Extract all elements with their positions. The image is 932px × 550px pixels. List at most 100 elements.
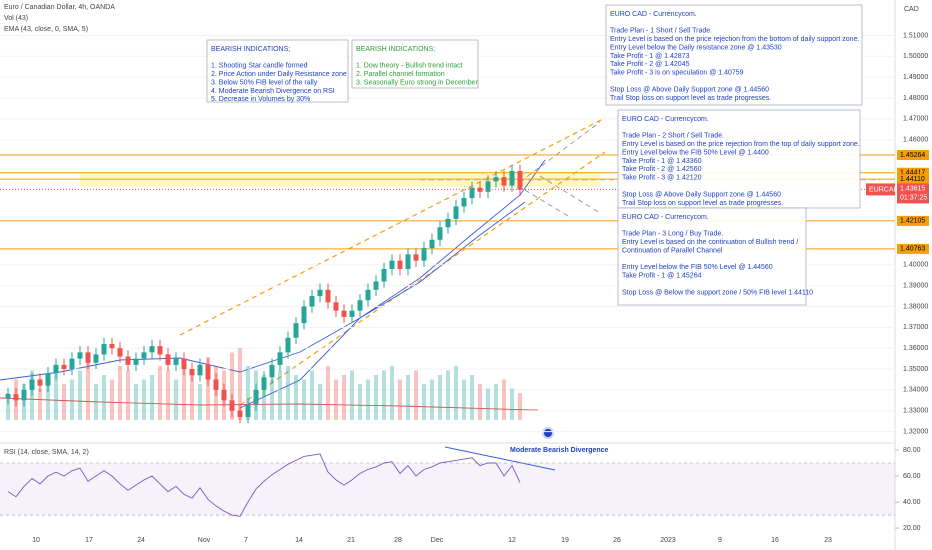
volume-bar (438, 375, 442, 420)
volume-bar (414, 370, 418, 420)
volume-bar (262, 375, 266, 420)
x-tick-label: Nov (198, 537, 211, 544)
candle-body (389, 260, 395, 269)
level-label: 1.40763 (900, 246, 925, 253)
x-tick-label: 7 (244, 537, 248, 544)
volume-bar (126, 370, 130, 420)
price-tag (897, 183, 929, 204)
volume-bar (486, 388, 490, 420)
candle-body (101, 344, 107, 355)
volume-bar (38, 388, 42, 420)
annotation-line: Trail Stop loss on support level as trad… (610, 95, 771, 102)
x-tick-label: 12 (508, 537, 516, 544)
x-tick-label: Dec (431, 537, 444, 544)
volume-bar (238, 348, 242, 420)
annotation-line: Take Profit - 1 @ 1.43360 (622, 158, 702, 165)
x-tick-label: 26 (613, 537, 621, 544)
volume-bar (198, 384, 202, 420)
annotation-line: Entry Level below the FIB 50% Level @ 1.… (622, 264, 773, 271)
annotation-line: Stop Loss @ Below the support zone / 50%… (622, 289, 813, 296)
candle-body (181, 358, 187, 370)
candle-body (325, 289, 331, 303)
y-tick-label: 1.39000 (903, 282, 928, 289)
candle-body (53, 364, 59, 374)
y-tick-label: 1.48000 (903, 95, 928, 102)
candle-body (45, 373, 51, 386)
volume-bar (206, 357, 210, 420)
y-tick-label: 1.40000 (903, 262, 928, 269)
y-tick-label: 1.37000 (903, 324, 928, 331)
candle-body (229, 400, 235, 411)
volume-bar (382, 370, 386, 420)
x-tick-label: 16 (771, 537, 779, 544)
y-tick-label: 1.47000 (903, 116, 928, 123)
event-icon[interactable] (542, 427, 554, 439)
candle-body (309, 296, 315, 307)
volume-bar (62, 384, 66, 420)
annotation-title: BEARISH INDICATIONS; (211, 46, 290, 53)
candle-body (397, 260, 403, 269)
annotation-title: BEARISH INDICATIONS; (356, 46, 435, 53)
annotation-line: Take Profit - 1 @ 1.42873 (610, 53, 690, 60)
candle-body (221, 389, 227, 401)
annotation-line: 5. Decrease in Volumes by 30% (211, 96, 310, 103)
projection (539, 175, 601, 214)
volume-bar (358, 384, 362, 420)
candle-body (125, 356, 131, 365)
annotation-line: Stop Loss @ Above Daily Support zone @ 1… (610, 86, 769, 93)
indicator-label: EMA (43, close, 0, SMA, 5) (4, 26, 88, 33)
candle-body (493, 177, 499, 182)
annotation-line: Take Profit - 1 @ 1.45264 (622, 273, 702, 280)
candle-body (245, 404, 251, 417)
ema-line (0, 159, 546, 381)
annotation-line: Trail Stop loss on support level as trad… (622, 200, 783, 207)
candle-body (365, 289, 371, 301)
volume-bar (278, 370, 282, 420)
candle-body (133, 358, 139, 365)
x-tick-label: 21 (347, 537, 355, 544)
indicator-label: Vol (43) (4, 15, 28, 22)
y-tick-label: 1.35000 (903, 366, 928, 373)
volume-bar (246, 366, 250, 420)
volume-bar (462, 379, 466, 420)
volume-bar (166, 370, 170, 420)
annotation-title: EURO CAD - Currencycom. (622, 116, 709, 123)
candle-body (93, 354, 99, 363)
annotation-line: Stop Loss @ Above Daily Support zone @ 1… (622, 191, 781, 198)
x-tick-label: 10 (32, 537, 40, 544)
volume-bar (510, 388, 514, 420)
annotation-line: 1. Dow theory - Bullish trend intact (356, 63, 463, 70)
annotation-box (351, 39, 479, 89)
candle-body (109, 344, 115, 349)
symbol-title: Euro / Canadian Dollar, 4h, OANDA (4, 4, 115, 11)
volume-bar (6, 393, 10, 420)
volume-bar (494, 384, 498, 420)
candle-body (157, 346, 163, 355)
channel-top (179, 117, 606, 336)
y-tick-label: 1.51000 (903, 32, 928, 39)
annotation-line: 2. Price Action under Daily Resistance z… (211, 71, 347, 78)
annotation-box (617, 207, 807, 306)
candle-body (173, 358, 179, 365)
rsi-line (7, 453, 521, 517)
candle-body (341, 310, 347, 317)
volume-bar (518, 393, 522, 420)
divergence-label: Moderate Bearish Divergence (510, 447, 609, 454)
volume-bar (318, 384, 322, 420)
volume-bar (350, 370, 354, 420)
candle-body (445, 218, 451, 228)
y-tick-label: 1.33000 (903, 408, 928, 415)
rsi-tick-label: 40.00 (903, 499, 921, 506)
volume-bar (158, 366, 162, 420)
volume-bar (230, 352, 234, 420)
candle-body (317, 289, 323, 297)
volume-bar (478, 384, 482, 420)
candle-body (149, 346, 155, 353)
volume-bar (302, 379, 306, 420)
candle-body (253, 389, 259, 405)
last-price-label: 1.43615 (900, 185, 925, 192)
annotation-line: 3. Below 50% FIB level of the rally (211, 79, 318, 86)
level-tag (897, 167, 929, 178)
candle-body (141, 352, 147, 359)
level-tag (897, 243, 929, 254)
